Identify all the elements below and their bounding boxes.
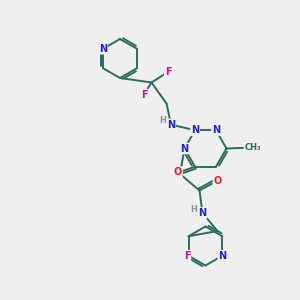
Text: N: N bbox=[212, 125, 220, 135]
Text: N: N bbox=[180, 143, 189, 154]
Text: H: H bbox=[159, 116, 166, 125]
Text: N: N bbox=[99, 44, 107, 54]
Text: N: N bbox=[167, 119, 175, 130]
Text: O: O bbox=[213, 176, 222, 187]
Text: F: F bbox=[141, 89, 147, 100]
Text: N: N bbox=[198, 208, 207, 218]
Text: N: N bbox=[191, 125, 199, 135]
Text: H: H bbox=[190, 206, 197, 214]
Text: F: F bbox=[165, 67, 171, 77]
Text: CH₃: CH₃ bbox=[244, 143, 261, 152]
Text: O: O bbox=[174, 167, 182, 177]
Text: N: N bbox=[218, 251, 226, 261]
Text: F: F bbox=[184, 251, 190, 261]
